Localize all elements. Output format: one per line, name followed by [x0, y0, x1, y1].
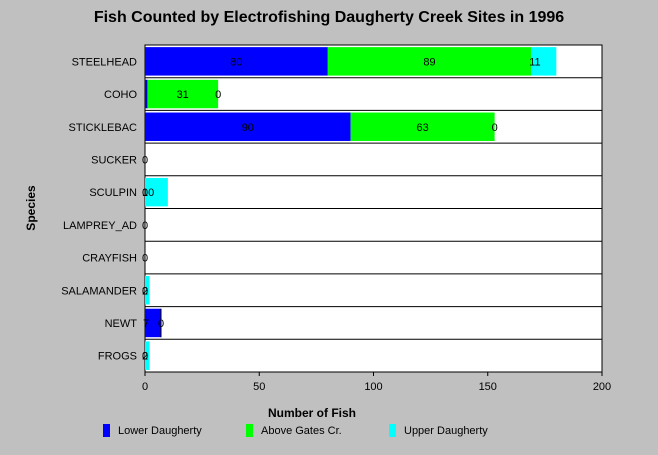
data-label-sticklebac-lower-daugherty: 90 — [242, 122, 254, 134]
bar-steelhead-above-gates-cr — [327, 47, 532, 76]
data-label-frogs-above-gates-cr: 2 — [142, 351, 148, 363]
x-tick-labels: 0 50 100 150 200 — [142, 372, 611, 393]
data-label-sucker-lower-daugherty: 0 — [142, 154, 148, 166]
legend-label: Upper Daugherty — [404, 424, 488, 437]
x-tick-label: 100 — [364, 381, 382, 393]
chart-title: Fish Counted by Electrofishing Daugherty… — [93, 9, 565, 26]
legend-item-above-gates-cr: Above Gates Cr. — [246, 424, 342, 437]
legend: Lower Daugherty Above Gates Cr. Upper Daug… — [103, 424, 623, 442]
data-label-lamprey-ad-lower-daugherty: 0 — [142, 220, 148, 232]
data-label-sticklebac-above-gates-cr: 63 — [417, 122, 429, 134]
y-tick-label-crayfish: CRAYFISH — [82, 253, 137, 265]
data-label-sticklebac-upper-daugherty: 0 — [492, 122, 498, 134]
y-tick-label-frogs: FROGS — [98, 351, 137, 363]
legend-item-lower-daugherty: Lower Daugherty — [103, 424, 202, 437]
bar-frogs-upper-daugherty — [145, 341, 150, 370]
x-tick-label: 50 — [253, 381, 265, 393]
bar-salamander-upper-daugherty — [145, 276, 150, 305]
bar-sticklebac-lower-daugherty — [145, 112, 351, 141]
y-tick-label-sticklebac: STICKLEBAC — [69, 122, 138, 134]
y-tick-label-steelhead: STEELHEAD — [72, 56, 137, 68]
data-label-salamander-above-gates-cr: 2 — [142, 285, 148, 297]
bar-coho-lower-daugherty — [145, 79, 148, 109]
legend-label: Lower Daugherty — [118, 424, 202, 437]
y-tick-labels: STEELHEAD COHO STICKLEBAC SUCKER SCULPIN LAMP… — [61, 56, 137, 362]
data-label-salamander-lower-daugherty: 0 — [142, 285, 148, 297]
y-tick-label-lamprey-ad: LAMPREY_AD — [63, 220, 137, 232]
x-tick-label: 150 — [479, 381, 497, 393]
data-label-steelhead-lower-daugherty: 80 — [230, 56, 242, 68]
data-label-frogs-lower-daugherty: 0 — [142, 351, 148, 363]
y-tick-label-newt: NEWT — [105, 318, 138, 330]
data-label-crayfish-lower-daugherty: 0 — [142, 253, 148, 265]
bar-newt-lower-daugherty — [145, 308, 161, 338]
y-tick-label-sucker: SUCKER — [91, 154, 137, 166]
x-tick-label: 0 — [142, 381, 148, 393]
x-tick-label: 200 — [593, 381, 611, 393]
bar-sticklebac-above-gates-cr — [350, 112, 495, 141]
legend-swatch — [103, 424, 110, 437]
data-label-steelhead-above-gates-cr: 89 — [423, 56, 435, 68]
bar-steelhead-lower-daugherty — [145, 47, 328, 76]
bars — [145, 47, 557, 370]
data-label-newt-above-gates-cr: 0 — [158, 318, 164, 330]
data-label-sculpin-above-gates-cr: 10 — [142, 187, 154, 199]
data-label-steelhead-upper-daugherty: 11 — [529, 56, 540, 68]
bar-coho-above-gates-cr — [147, 79, 219, 109]
legend-swatch — [389, 424, 396, 437]
y-tick-label-coho: COHO — [104, 89, 137, 101]
data-label-sculpin-lower-daugherty: 0 — [142, 187, 148, 199]
legend-item-upper-daugherty: Upper Daugherty — [389, 424, 488, 437]
data-label-newt-lower-daugherty: 7 — [143, 318, 149, 330]
x-axis-title: Number of Fish — [268, 406, 356, 420]
y-axis-title: Species — [24, 185, 38, 231]
y-tick-label-sculpin: SCULPIN — [89, 187, 137, 199]
legend-swatch — [246, 424, 253, 437]
bar-sculpin-upper-daugherty — [145, 177, 168, 207]
data-label-coho-upper-daugherty: 0 — [215, 89, 221, 101]
bar-steelhead-upper-daugherty — [531, 47, 557, 76]
y-tick-label-salamander: SALAMANDER — [61, 285, 137, 297]
gridlines — [145, 77, 602, 340]
legend-label: Above Gates Cr. — [261, 424, 342, 437]
data-label-coho-above-gates-cr: 31 — [177, 89, 189, 101]
